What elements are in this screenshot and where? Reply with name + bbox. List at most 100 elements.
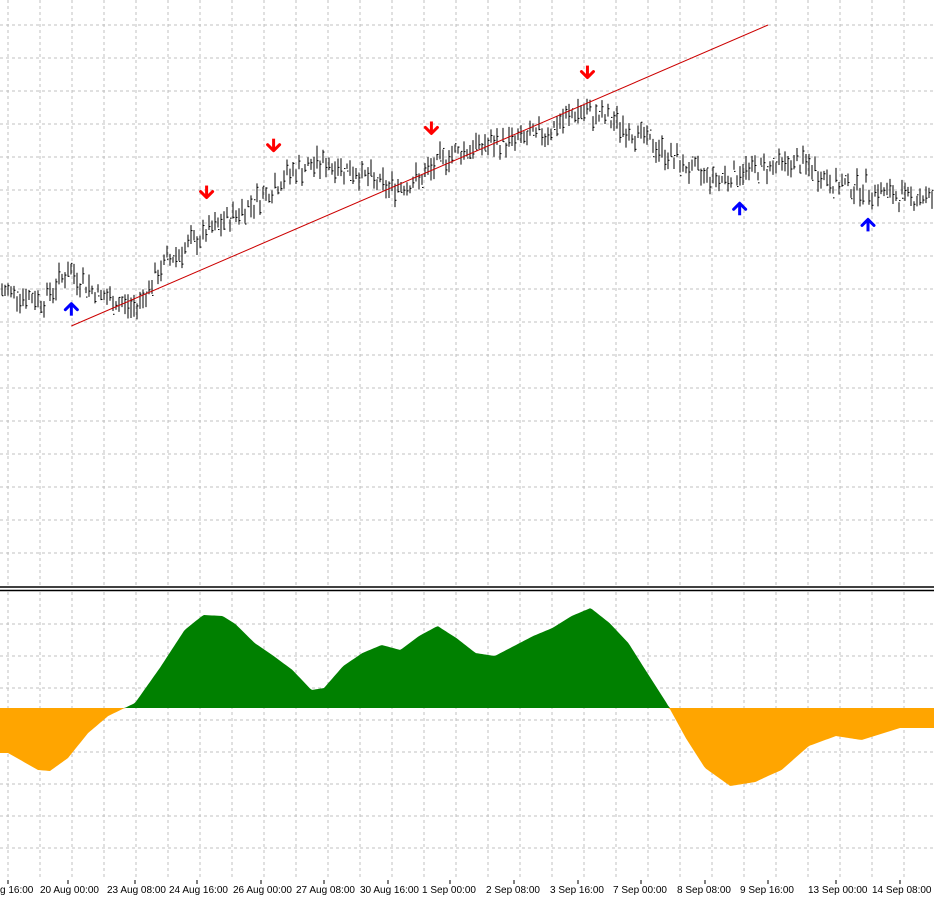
price-bar xyxy=(661,135,664,158)
price-bar xyxy=(601,100,604,118)
price-bar xyxy=(610,116,613,129)
price-bar xyxy=(616,105,619,129)
price-bar xyxy=(811,164,814,181)
price-bar xyxy=(646,125,649,145)
price-bar xyxy=(316,145,319,169)
oscillator-area xyxy=(0,608,934,786)
price-bar xyxy=(97,284,100,297)
price-bar xyxy=(814,156,817,172)
price-bar xyxy=(448,150,451,173)
price-bar xyxy=(460,150,463,165)
price-bar xyxy=(43,301,46,318)
price-bar xyxy=(49,282,52,301)
price-bar xyxy=(829,174,832,194)
price-bar xyxy=(913,201,916,211)
price-bar xyxy=(67,261,70,277)
price-bar xyxy=(397,179,400,193)
price-bar xyxy=(484,134,487,152)
price-bar xyxy=(559,113,562,129)
price-bar xyxy=(667,152,670,170)
price-bar xyxy=(538,116,541,131)
price-bar xyxy=(910,186,913,206)
price-bar xyxy=(904,182,907,201)
price-bar xyxy=(517,128,520,141)
price-bar xyxy=(292,162,295,177)
price-bar xyxy=(103,290,106,300)
price-bar xyxy=(592,116,595,132)
price-bar xyxy=(127,294,130,319)
price-bar xyxy=(442,147,445,165)
price-bar xyxy=(493,135,496,157)
price-bar xyxy=(898,200,901,213)
price-bar xyxy=(64,272,67,289)
oscillator-negative-area xyxy=(0,708,934,786)
price-bar xyxy=(373,172,376,189)
trendline[interactable] xyxy=(71,24,769,327)
price-bar xyxy=(247,200,250,208)
x-tick-label-9: 3 Sep 16:00 xyxy=(550,885,604,896)
price-bar xyxy=(820,171,823,189)
price-bar xyxy=(853,184,856,205)
price-bar xyxy=(745,155,748,180)
price-bar xyxy=(922,195,925,204)
price-bar xyxy=(868,189,871,205)
sell-arrow-icon-3 xyxy=(423,121,439,135)
price-bar xyxy=(685,165,688,174)
signal-arrows xyxy=(63,65,876,316)
x-axis: g 16:00 20 Aug 00:00 23 Aug 08:00 24 Aug 16… xyxy=(0,880,932,896)
price-bar xyxy=(823,170,826,181)
price-bar xyxy=(928,187,931,198)
price-bar xyxy=(799,164,802,174)
price-bar xyxy=(826,169,829,187)
price-bar xyxy=(649,129,652,140)
price-bar xyxy=(793,155,796,170)
x-tick-label-7: 1 Sep 00:00 xyxy=(422,885,476,896)
oscillator-positive-area xyxy=(0,608,934,708)
price-bar xyxy=(511,127,514,147)
price-bar xyxy=(835,167,838,183)
price-bar xyxy=(781,157,784,171)
price-bar xyxy=(676,143,679,158)
price-bar xyxy=(208,215,211,231)
price-bar xyxy=(739,166,742,186)
price-bar xyxy=(4,284,7,296)
x-tick-label-14: 14 Sep 08:00 xyxy=(872,885,932,896)
price-bar xyxy=(253,199,256,219)
price-bar xyxy=(631,134,634,144)
price-bar xyxy=(271,190,274,204)
price-bar xyxy=(289,168,292,185)
price-bar xyxy=(931,189,934,209)
price-bar xyxy=(640,121,643,139)
price-bar xyxy=(514,135,517,151)
price-bar xyxy=(772,157,775,175)
x-tick-label-13: 13 Sep 00:00 xyxy=(808,885,868,896)
price-bar xyxy=(655,142,658,163)
price-bar xyxy=(889,178,892,198)
price-bar xyxy=(388,181,391,199)
price-bar xyxy=(115,301,118,310)
price-bar xyxy=(421,174,424,188)
price-bar xyxy=(436,153,439,161)
price-bar xyxy=(721,173,724,183)
price-bar xyxy=(175,247,178,268)
price-bar xyxy=(298,154,301,170)
price-bar xyxy=(124,294,127,315)
price-bar xyxy=(505,142,508,158)
price-bar xyxy=(859,187,862,207)
price-bar xyxy=(892,185,895,204)
panel-separator[interactable] xyxy=(0,586,934,592)
price-bar xyxy=(229,217,232,232)
price-bar xyxy=(268,193,271,203)
price-bar xyxy=(196,236,199,255)
x-tick-label-8: 2 Sep 08:00 xyxy=(486,885,540,896)
price-bar xyxy=(295,169,298,184)
price-bar xyxy=(355,167,358,179)
price-bar xyxy=(364,169,367,177)
price-bar xyxy=(28,289,31,300)
price-bar xyxy=(172,255,175,263)
price-bar xyxy=(178,249,181,262)
price-bar xyxy=(652,138,655,158)
price-bar xyxy=(586,98,589,115)
price-bar xyxy=(151,279,154,296)
